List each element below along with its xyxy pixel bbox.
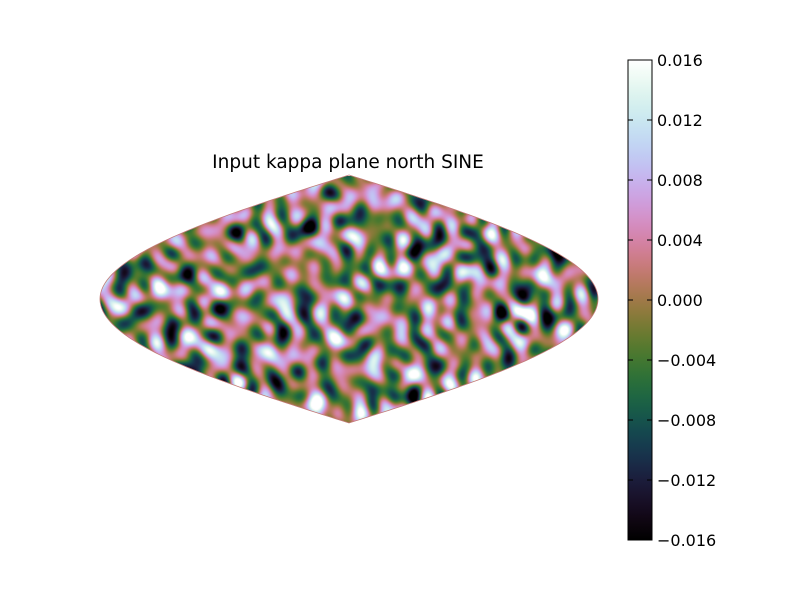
colorbar-tick-label: 0.004 — [657, 231, 703, 250]
sky-map — [100, 176, 598, 423]
colorbar-tick-label: 0.008 — [657, 171, 703, 190]
colorbar-ticks: 0.016 0.012 0.008 0.004 0.000 −0.004 −0.008 −0.… — [628, 51, 716, 550]
colorbar-tick-label: 0.016 — [657, 51, 703, 70]
colorbar-tick-label: −0.012 — [657, 471, 716, 490]
colorbar-tick-label: −0.004 — [657, 351, 716, 370]
colorbar-tick-label: 0.000 — [657, 291, 703, 310]
colorbar-tick-label: 0.012 — [657, 111, 703, 130]
colorbar: 0.016 0.012 0.008 0.004 0.000 −0.004 −0.008 −0.… — [627, 51, 716, 550]
chart-title: Input kappa plane north SINE — [212, 152, 484, 173]
map-outline — [99, 174, 599, 424]
colorbar-tick-label: −0.016 — [657, 531, 716, 550]
kappa-heatmap — [100, 176, 598, 423]
colorbar-tick-label: −0.008 — [657, 411, 716, 430]
